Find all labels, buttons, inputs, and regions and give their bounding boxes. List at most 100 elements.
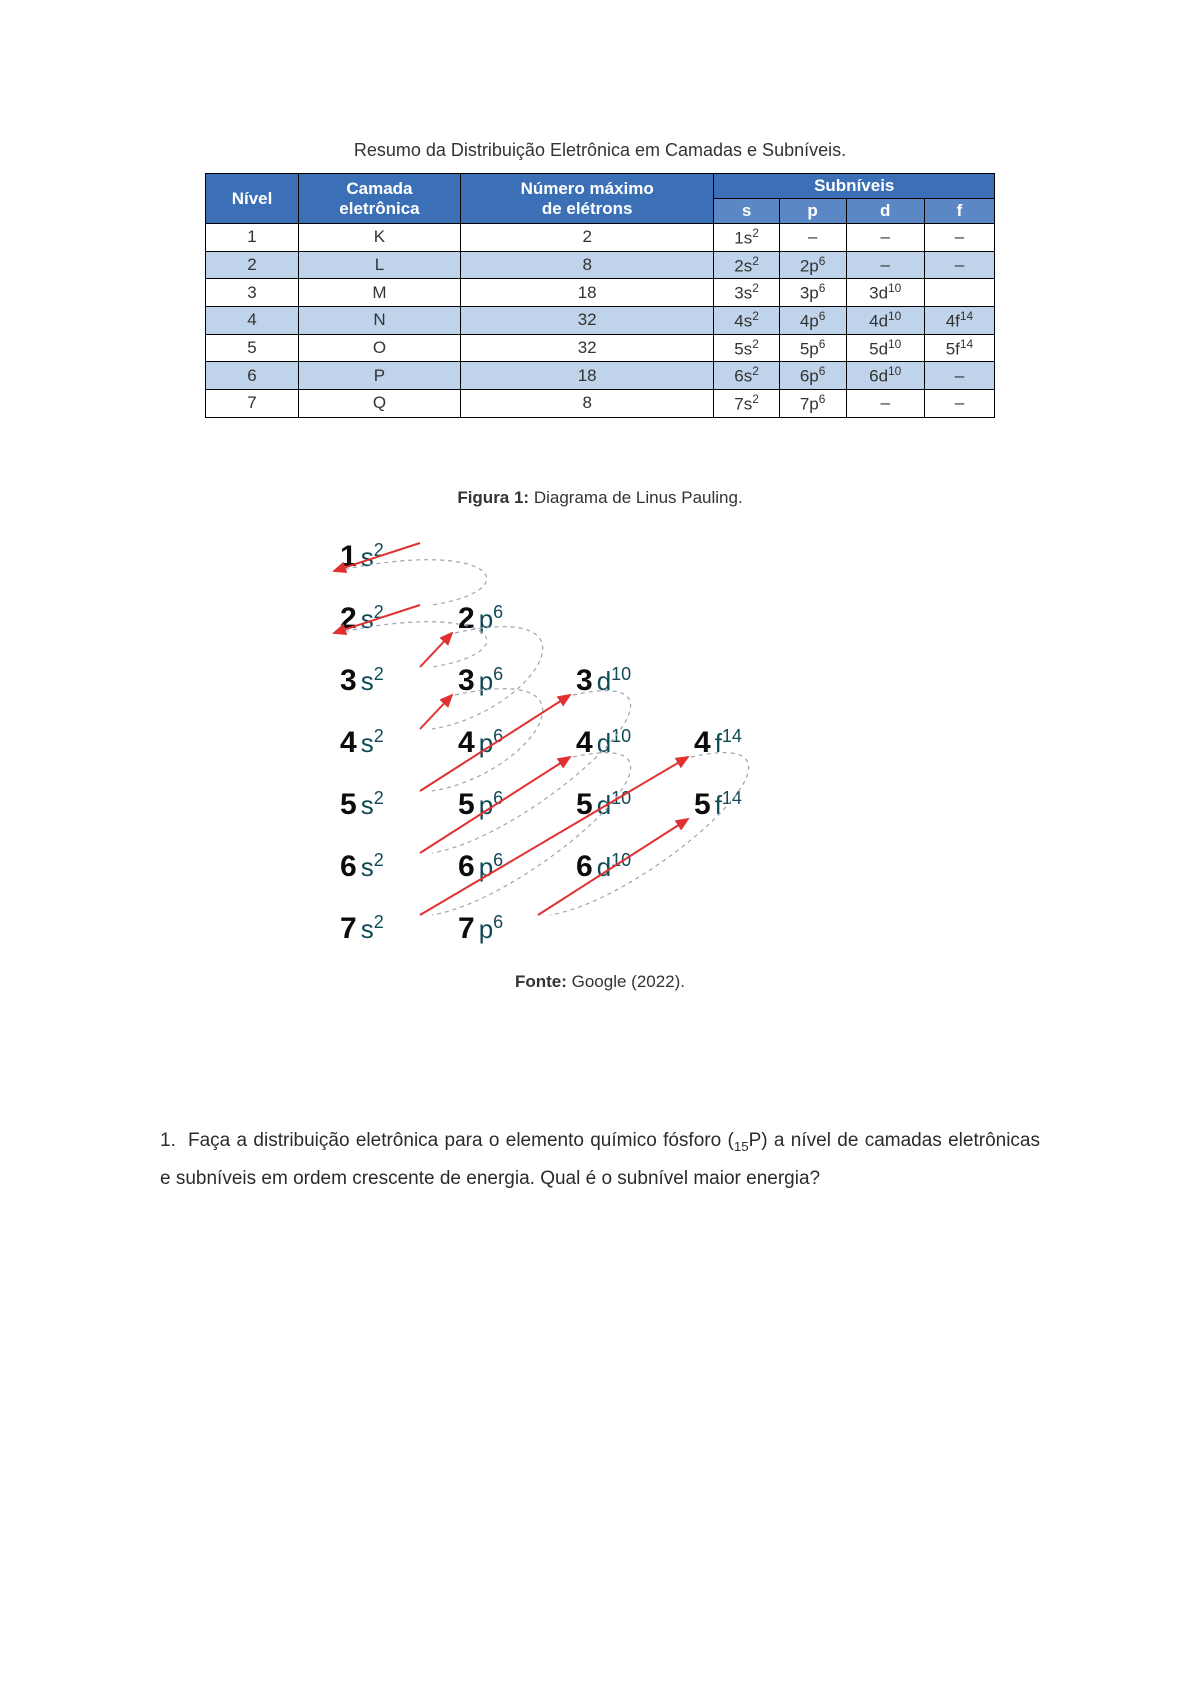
table-cell: 18 [460,279,714,307]
header-camada-l1: Camada [305,179,454,199]
orbital-row: 2s2 2p6 [320,588,880,650]
table-cell-d: 5d10 [846,334,924,362]
table-cell-d: – [846,224,924,252]
table-cell-f: 4f14 [924,306,994,334]
question-number: 1. [160,1122,188,1160]
table-cell-d: – [846,389,924,417]
table-cell: 2 [460,224,714,252]
orbital-5d: 5d10 [576,788,662,822]
orbital-row: 3s2 3p6 3d10 [320,650,880,712]
table-cell-f: – [924,362,994,390]
table-cell: 8 [460,389,714,417]
orbital-3d: 3d10 [576,664,662,698]
table-cell-s: 4s2 [714,306,779,334]
table-cell-s: 1s2 [714,224,779,252]
table-cell: 5 [206,334,299,362]
table-title: Resumo da Distribuição Eletrônica em Cam… [150,140,1050,161]
orbital-6p: 6p6 [458,850,544,884]
orbital-row: 1s2 [320,526,880,588]
orbital-row: 6s2 6p6 6d10 [320,836,880,898]
table-cell: M [299,279,461,307]
table-cell: P [299,362,461,390]
orbital-3p: 3p6 [458,664,544,698]
orbital-2s: 2s2 [340,602,426,636]
table-row: 3M183s23p63d10 [206,279,995,307]
table-cell-s: 5s2 [714,334,779,362]
orbital-4p: 4p6 [458,726,544,760]
table-cell-f: – [924,251,994,279]
table-cell-d: 3d10 [846,279,924,307]
table-cell: Q [299,389,461,417]
header-max-l2: de elétrons [467,199,708,219]
figure-caption-text: Diagrama de Linus Pauling. [529,488,743,507]
question-subscript: 15 [734,1138,749,1153]
table-cell: 7 [206,389,299,417]
table-cell: O [299,334,461,362]
table-cell: 4 [206,306,299,334]
document-page: Resumo da Distribuição Eletrônica em Cam… [0,0,1200,1698]
table-cell: N [299,306,461,334]
table-cell: 8 [460,251,714,279]
table-cell-p: – [779,224,846,252]
table-cell-f: – [924,389,994,417]
header-nivel: Nível [206,174,299,224]
table-cell-d: 6d10 [846,362,924,390]
table-row: 6P186s26p66d10– [206,362,995,390]
header-camada-l2: eletrônica [305,199,454,219]
orbital-4f: 4f14 [694,726,780,760]
header-camada: Camada eletrônica [299,174,461,224]
orbital-3s: 3s2 [340,664,426,698]
table-body: 1K21s2–––2L82s22p6––3M183s23p63d104N324s… [206,224,995,418]
table-cell-p: 2p6 [779,251,846,279]
table-row: 5O325s25p65d105f14 [206,334,995,362]
orbital-row: 5s2 5p6 5d10 5f14 [320,774,880,836]
table-cell-p: 4p6 [779,306,846,334]
table-cell: L [299,251,461,279]
table-cell-f: 5f14 [924,334,994,362]
orbital-6s: 6s2 [340,850,426,884]
subheader-p: p [779,199,846,224]
pauling-diagram: 1s22s22p63s23p63d104s24p64d104f145s25p65… [320,526,880,960]
table-cell: 2 [206,251,299,279]
table-cell: 1 [206,224,299,252]
table-cell-s: 6s2 [714,362,779,390]
question-text-1: Faça a distribuição eletrônica para o el… [188,1130,734,1151]
table-cell-s: 3s2 [714,279,779,307]
header-subniveis: Subníveis [714,174,995,199]
table-header: Nível Camada eletrônica Número máximo de… [206,174,995,224]
table-cell-s: 7s2 [714,389,779,417]
table-cell-f [924,279,994,307]
orbital-7p: 7p6 [458,912,544,946]
figure-caption-bold: Figura 1: [457,488,529,507]
table-cell-p: 3p6 [779,279,846,307]
orbital-5p: 5p6 [458,788,544,822]
table-row: 7Q87s27p6–– [206,389,995,417]
orbital-4s: 4s2 [340,726,426,760]
pauling-grid: 1s22s22p63s23p63d104s24p64d104f145s25p65… [320,526,880,960]
orbital-6d: 6d10 [576,850,662,884]
orbital-5f: 5f14 [694,788,780,822]
header-max: Número máximo de elétrons [460,174,714,224]
figure-source: Fonte: Google (2022). [150,972,1050,992]
table-row: 1K21s2––– [206,224,995,252]
orbital-5s: 5s2 [340,788,426,822]
table-cell: 6 [206,362,299,390]
orbital-4d: 4d10 [576,726,662,760]
orbital-row: 7s2 7p6 [320,898,880,960]
table-cell-f: – [924,224,994,252]
orbital-7s: 7s2 [340,912,426,946]
table-cell-p: 7p6 [779,389,846,417]
table-cell-s: 2s2 [714,251,779,279]
table-row: 2L82s22p6–– [206,251,995,279]
table-cell: 32 [460,306,714,334]
subheader-d: d [846,199,924,224]
table-cell-p: 6p6 [779,362,846,390]
question-1: 1.Faça a distribuição eletrônica para o … [150,1122,1050,1198]
table-cell: K [299,224,461,252]
header-max-l1: Número máximo [467,179,708,199]
figure-source-bold: Fonte: [515,972,567,991]
orbital-2p: 2p6 [458,602,544,636]
table-cell-d: 4d10 [846,306,924,334]
subheader-s: s [714,199,779,224]
subheader-f: f [924,199,994,224]
